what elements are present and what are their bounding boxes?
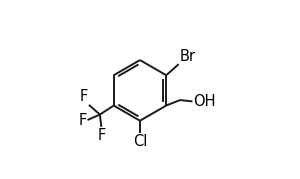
Text: F: F <box>79 113 87 127</box>
Text: Br: Br <box>179 49 195 64</box>
Text: Cl: Cl <box>133 134 147 149</box>
Text: F: F <box>97 128 105 143</box>
Text: OH: OH <box>193 94 216 109</box>
Text: F: F <box>80 89 88 104</box>
